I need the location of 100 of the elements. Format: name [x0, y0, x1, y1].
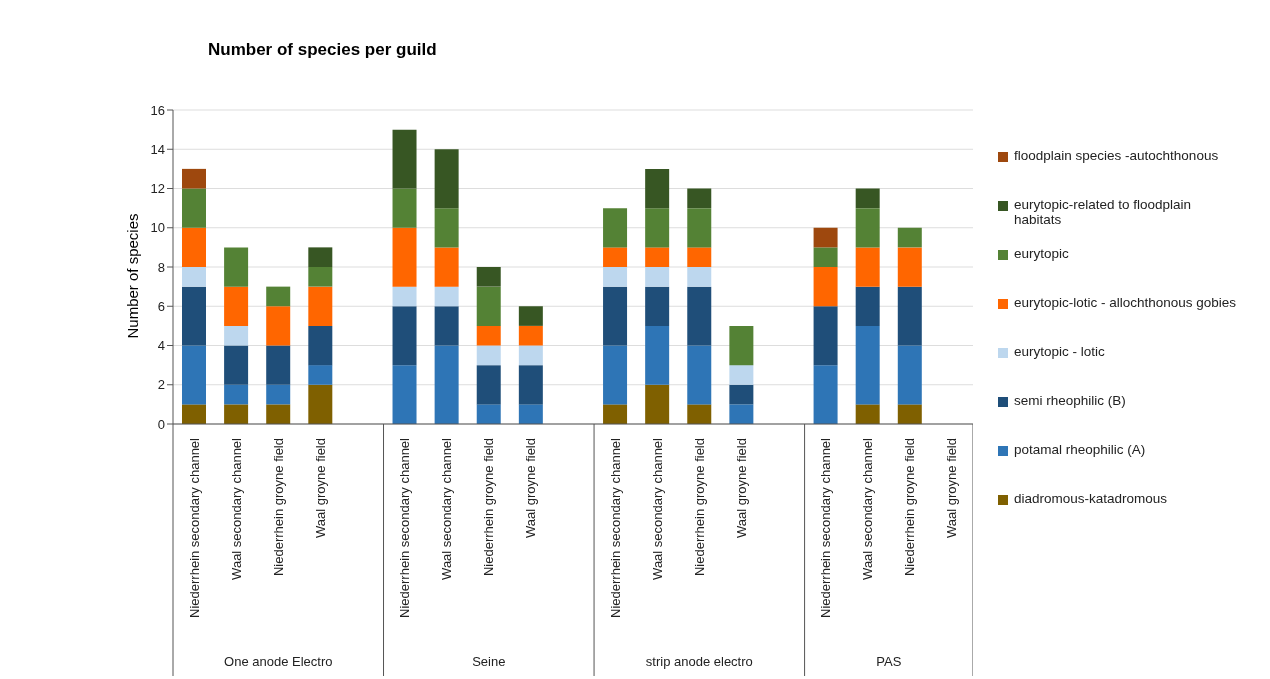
bar	[603, 404, 628, 424]
bar	[855, 404, 880, 424]
y-tick-label: 10	[150, 220, 165, 236]
bar	[729, 384, 754, 405]
bar	[182, 188, 206, 228]
bar	[518, 306, 543, 326]
bar	[224, 286, 249, 326]
bar	[392, 365, 417, 424]
bar	[603, 286, 628, 346]
bar	[476, 365, 501, 405]
bar	[392, 306, 417, 366]
x-tick-label: Waal groyne field	[523, 438, 539, 538]
legend-label: eurytopic	[1014, 246, 1069, 261]
bar	[813, 365, 838, 424]
x-tick-label: Waal groyne field	[312, 438, 328, 538]
bar	[224, 345, 249, 385]
text: Seine	[472, 654, 506, 669]
bar	[266, 404, 291, 424]
bar	[266, 286, 291, 307]
bar	[813, 227, 838, 248]
bar	[308, 365, 333, 385]
bar	[266, 384, 291, 405]
bar	[855, 247, 880, 287]
bar	[434, 149, 459, 209]
bar	[687, 267, 712, 287]
legend-label: diadromous-katadromous	[1014, 491, 1168, 506]
bar	[813, 267, 838, 307]
legend-label: eurytopic - lotic	[1014, 344, 1105, 359]
bar	[729, 404, 754, 424]
y-tick-label: 14	[150, 141, 165, 157]
x-tick-label: Waal secondary channel	[860, 437, 876, 580]
bar	[645, 384, 670, 424]
bar	[434, 306, 459, 346]
bar	[434, 286, 459, 307]
x-tick-label: Waal groyne field	[944, 438, 960, 538]
bar	[687, 247, 712, 267]
bar	[687, 208, 712, 248]
bar	[897, 286, 922, 346]
legend-label: eurytopic-related to floodplain habitats	[1014, 197, 1193, 227]
bar	[224, 325, 249, 346]
bar	[687, 345, 712, 405]
bar	[603, 267, 628, 287]
bar	[518, 404, 543, 424]
y-tick-label: 0	[157, 416, 165, 432]
y-tick-label: 12	[150, 181, 165, 197]
bar	[224, 404, 249, 424]
bar	[603, 208, 628, 248]
x-tick-label: Waal secondary channel	[228, 437, 244, 580]
bar	[518, 325, 543, 346]
bar	[897, 227, 922, 248]
y-axis-title: Number of species	[123, 213, 141, 339]
bar	[182, 404, 206, 424]
bar	[687, 188, 712, 209]
bar	[434, 247, 459, 287]
bar	[645, 267, 670, 287]
x-tick-label: Niederrhein secondary channel	[607, 437, 623, 618]
bar	[645, 247, 670, 267]
bar	[308, 267, 333, 287]
bar	[518, 365, 543, 405]
bar	[308, 325, 333, 366]
x-tick-label: Niederrhein secondary channel	[186, 437, 202, 618]
bar	[855, 286, 880, 326]
bar	[182, 267, 206, 287]
x-tick-label: Waal groyne field	[733, 438, 749, 538]
bar	[392, 227, 417, 287]
text: strip anode electro	[645, 654, 753, 669]
bar	[897, 247, 922, 287]
bar	[813, 306, 838, 366]
x-tick-label: Niederrhein secondary channel	[818, 437, 834, 618]
legend-label: semi rheophilic (B)	[1014, 393, 1126, 408]
bar	[224, 247, 249, 287]
bar	[645, 325, 670, 385]
legend-label: floodplain species -autochthonous	[1014, 148, 1219, 163]
x-tick-label: Niederrhein secondary channel	[397, 437, 413, 618]
bar	[434, 345, 459, 424]
legend-label: potamal rheophilic (A)	[1014, 442, 1146, 457]
bar	[434, 208, 459, 248]
bar	[182, 286, 206, 346]
bar	[392, 188, 417, 228]
y-tick-label: 16	[150, 102, 165, 118]
bar	[476, 286, 501, 326]
bar	[476, 325, 501, 346]
bar	[476, 267, 501, 287]
x-tick-label: Waal secondary channel	[649, 437, 665, 580]
bar	[308, 286, 333, 326]
bar	[897, 404, 922, 424]
bar	[182, 345, 206, 405]
bar	[392, 286, 417, 307]
bar	[182, 227, 206, 267]
x-tick-label: Waal secondary channel	[439, 437, 455, 580]
bar	[266, 345, 291, 385]
bar	[476, 404, 501, 424]
chart-title: Number of species per guild	[208, 40, 437, 60]
y-tick-label: 2	[157, 377, 165, 393]
text: One anode Electro	[224, 654, 333, 669]
bar	[645, 286, 670, 326]
text: PAS	[876, 654, 902, 669]
bar	[729, 365, 754, 385]
bar	[645, 208, 670, 248]
bar	[182, 168, 206, 189]
